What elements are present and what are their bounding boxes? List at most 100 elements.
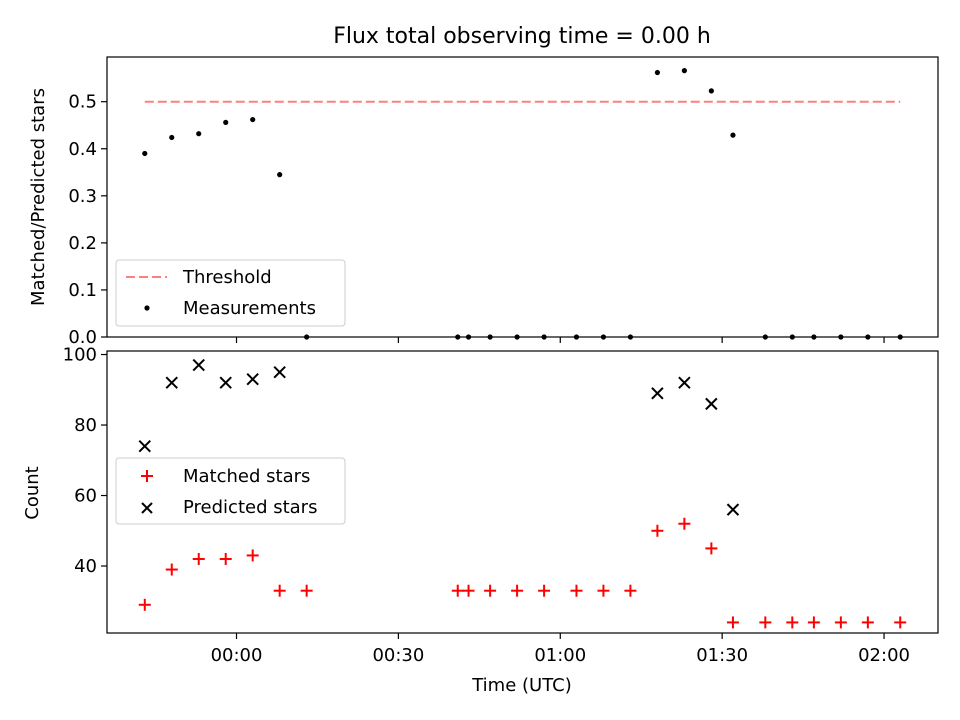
measurement-point	[487, 334, 493, 340]
count-y-ticks: 40 60 80 100	[63, 345, 107, 577]
measurement-point	[708, 88, 714, 94]
measurement-point	[811, 334, 817, 340]
predicted-star-point	[219, 376, 232, 389]
measurement-point	[541, 334, 547, 340]
ratio-legend: Threshold Measurements	[115, 259, 346, 327]
measurement-point	[142, 150, 148, 157]
legend-matched-label: Matched stars	[183, 466, 310, 487]
predicted-star-point	[138, 439, 151, 453]
measurement-point	[838, 334, 844, 340]
ratio-y-tick-label: 0.1	[68, 280, 97, 301]
predicted-star-point	[192, 358, 205, 372]
matched-star-point	[651, 524, 664, 537]
legend-measurements-swatch	[144, 305, 150, 311]
matched-star-point	[511, 584, 524, 597]
predicted-star-point	[246, 372, 259, 386]
count-y-tick-label: 80	[74, 415, 97, 436]
ratio-y-ticks: 0.0 0.1 0.2 0.3 0.4 0.5	[68, 92, 107, 348]
ratio-y-tick-label: 0.5	[68, 92, 97, 113]
count-legend: Matched stars Predicted stars	[115, 457, 346, 525]
measurement-point	[627, 334, 634, 340]
matched-star-point	[807, 616, 820, 629]
matched-star-point	[726, 616, 739, 629]
ratio-y-axis-label: Matched/Predicted stars	[28, 88, 49, 306]
count-y-tick-label: 100	[63, 345, 97, 366]
matched-star-point	[192, 552, 205, 565]
matched-star-point	[624, 584, 637, 597]
matched-star-point	[705, 542, 718, 555]
predicted-star-point	[651, 387, 664, 400]
measurement-point	[789, 334, 795, 340]
ratio-x-ticks	[235, 337, 885, 343]
matched-star-point	[786, 616, 799, 629]
count-x-tick-label: 01:00	[534, 645, 586, 666]
count-series	[138, 358, 907, 629]
count-y-axis-label: Count	[22, 466, 43, 519]
predicted-star-point	[678, 376, 691, 389]
count-x-tick-label: 02:00	[858, 645, 910, 666]
matched-star-point	[273, 584, 286, 597]
matched-star-point	[300, 584, 313, 597]
count-panel: 40 60 80 100 00:00 00:30 01:00 01:30 02:00 Coun…	[22, 345, 939, 696]
matched-star-point	[759, 616, 772, 629]
legend-predicted-label: Predicted stars	[183, 497, 317, 518]
chart-title: Flux total observing time = 0.00 h	[333, 24, 711, 49]
predicted-star-point	[273, 365, 286, 379]
ratio-series	[142, 68, 903, 340]
measurement-point	[465, 334, 472, 340]
ratio-plot-frame	[106, 56, 939, 338]
matched-star-point	[834, 616, 847, 629]
ratio-y-tick-label: 0.0	[68, 327, 97, 348]
legend-measurements-label: Measurements	[183, 298, 316, 319]
matched-star-point	[894, 616, 907, 629]
ratio-panel: 0.0 0.1 0.2 0.3 0.4 0.5 Matched/Predicted sta…	[28, 56, 939, 348]
matched-star-point	[138, 598, 151, 611]
measurement-point	[573, 334, 580, 340]
measurement-point	[730, 132, 736, 138]
measurement-point	[277, 172, 283, 178]
legend-matched-swatch	[141, 470, 153, 482]
matched-star-point	[462, 584, 475, 597]
matched-star-point	[219, 552, 232, 565]
count-y-tick-label: 40	[74, 556, 97, 577]
matched-star-point	[165, 563, 178, 576]
predicted-star-point	[726, 503, 740, 516]
count-x-tick-label: 00:00	[211, 645, 263, 666]
ratio-y-tick-label: 0.2	[68, 233, 97, 254]
matched-star-point	[246, 549, 259, 562]
matched-star-point	[678, 517, 691, 530]
measurement-point	[304, 334, 310, 340]
matched-star-point	[861, 616, 874, 629]
measurement-point	[897, 334, 903, 340]
count-plot-frame	[106, 350, 939, 634]
ratio-y-tick-label: 0.4	[68, 139, 97, 160]
measurement-point	[681, 68, 687, 74]
measurement-point	[654, 69, 661, 76]
measurement-point	[169, 134, 175, 141]
matched-star-point	[597, 584, 610, 597]
matched-star-point	[570, 584, 583, 597]
matched-star-point	[451, 584, 464, 597]
measurement-point	[600, 334, 607, 340]
predicted-star-point	[165, 376, 178, 389]
measurement-point	[865, 334, 871, 340]
predicted-star-point	[705, 397, 718, 411]
measurement-point	[762, 334, 768, 340]
count-x-tick-label: 00:30	[372, 645, 424, 666]
measurement-point	[455, 334, 461, 340]
measurement-point	[250, 116, 256, 123]
measurement-point	[196, 131, 202, 137]
count-y-tick-label: 60	[74, 486, 97, 507]
legend-threshold-label: Threshold	[182, 267, 272, 288]
ratio-y-tick-label: 0.3	[68, 186, 97, 207]
matched-star-point	[484, 584, 497, 597]
measurement-point	[223, 119, 229, 126]
count-x-tick-label: 01:30	[696, 645, 748, 666]
matched-star-point	[538, 584, 551, 597]
count-x-axis-label: Time (UTC)	[471, 675, 572, 696]
ratio-legend-box	[115, 259, 346, 327]
count-x-ticks: 00:00 00:30 01:00 01:30 02:00	[211, 633, 910, 666]
measurement-point	[514, 334, 520, 340]
legend-predicted-swatch	[141, 502, 153, 514]
